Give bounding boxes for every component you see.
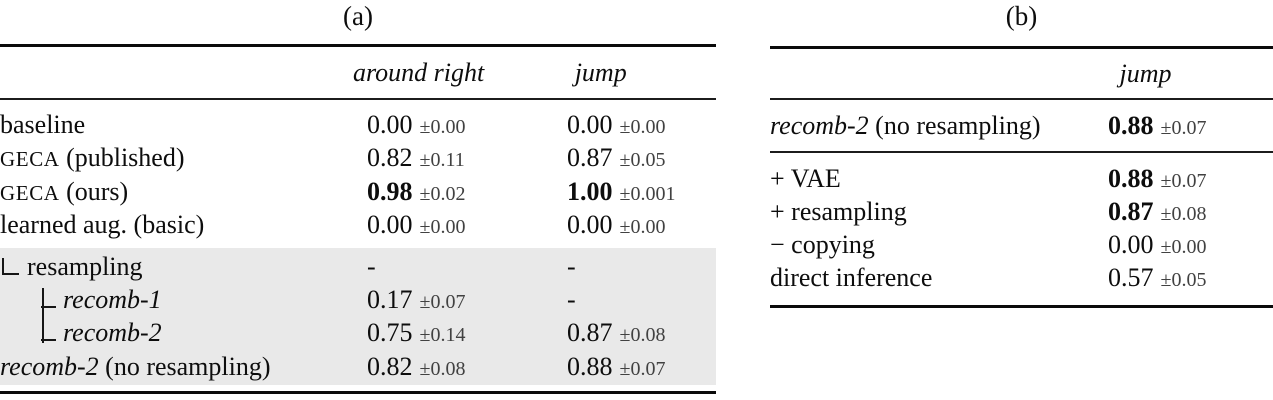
- table-a-bottom-rule: [0, 391, 716, 395]
- table-row: learned aug. (basic) 0.00 ±0.00 0.00 ±0.00: [0, 208, 716, 241]
- row-label: learned aug. (basic): [0, 210, 205, 240]
- table-row: recomb-2 (no resampling) 0.82 ±0.08 0.88 ±…: [0, 350, 716, 383]
- table-row: baseline 0.00 ±0.00 0.00 ±0.00: [0, 108, 716, 141]
- tree-corner-icon: [2, 257, 19, 275]
- row-label: direct inference: [770, 263, 933, 292]
- row-label: + resampling: [770, 197, 907, 226]
- table-a-header-rule: [0, 98, 716, 100]
- row-label: GECA (ours): [0, 176, 129, 206]
- table-a-top-rule: [0, 44, 716, 47]
- cell-jump: 0.87 ±0.08: [567, 318, 666, 348]
- cell-jump: -: [567, 251, 576, 281]
- table-a-body-top: baseline 0.00 ±0.00 0.00 ±0.00 GECA (publi…: [0, 100, 716, 248]
- row-label: baseline: [0, 110, 86, 139]
- cell-jump: 0.88 ±0.07: [1108, 111, 1207, 140]
- tree-vertical-line: [42, 287, 44, 343]
- table-a-shaded-section: resampling - - recomb-1 0.17 ±0.07 - reco…: [0, 247, 716, 386]
- table-b-header-row: jump: [770, 49, 1273, 98]
- table-b-top-rule: [770, 46, 1273, 49]
- table-row: recomb-2 0.75 ±0.14 0.87 ±0.08: [0, 316, 716, 349]
- table-b-header-spacer: [770, 49, 1084, 98]
- table-a: (a) around right jump baseline 0.00 ±0.00…: [0, 1, 716, 395]
- table-row: direct inference 0.57 ±0.05: [770, 261, 1273, 294]
- cell-jump: 0.87 ±0.05: [567, 143, 666, 173]
- cell-around-right: 0.17 ±0.07: [367, 284, 466, 314]
- table-row: recomb-1 0.17 ±0.07 -: [0, 283, 716, 316]
- row-label: recomb-2 (no resampling): [0, 351, 271, 381]
- row-label: recomb-2: [0, 316, 367, 349]
- cell-jump: 0.00 ±0.00: [567, 110, 666, 139]
- cell-jump: 1.00 ±0.001: [567, 176, 676, 206]
- tree-branch-icon: [41, 293, 56, 308]
- table-b-header-rule: [770, 98, 1273, 100]
- table-b-caption: (b): [1005, 1, 1038, 31]
- cell-jump: 0.57 ±0.05: [1108, 263, 1207, 292]
- cell-around-right: -: [367, 251, 376, 281]
- row-label: + VAE: [770, 164, 841, 193]
- cell-around-right: 0.82 ±0.11: [367, 143, 465, 173]
- cell-jump: 0.00 ±0.00: [567, 210, 666, 240]
- table-b-header-jump: jump: [1119, 59, 1172, 88]
- table-a-header-spacer: [0, 47, 348, 98]
- row-label: recomb-2 (no resampling): [770, 111, 1041, 140]
- table-row: + resampling 0.87 ±0.08: [770, 195, 1273, 228]
- table-a-header-around-right: around right: [353, 58, 485, 87]
- cell-jump: -: [567, 284, 576, 314]
- cell-jump: 0.87 ±0.08: [1108, 197, 1207, 226]
- table-b-mid-rule: [770, 151, 1273, 153]
- cell-around-right: 0.75 ±0.14: [367, 318, 466, 348]
- table-b-second-section: + VAE 0.88 ±0.07 + resampling 0.87 ±0.08 −…: [770, 153, 1273, 305]
- row-label: GECA (published): [0, 143, 185, 173]
- cell-around-right: 0.00 ±0.00: [367, 210, 466, 240]
- table-row: GECA (ours) 0.98 ±0.02 1.00 ±0.001: [0, 175, 716, 208]
- row-label: recomb-1: [0, 283, 367, 316]
- table-b-first-section: recomb-2 (no resampling) 0.88 ±0.07: [770, 100, 1273, 151]
- cell-jump: 0.88 ±0.07: [1108, 164, 1207, 193]
- table-row: + VAE 0.88 ±0.07: [770, 162, 1273, 195]
- row-label: − copying: [770, 230, 875, 259]
- table-a-header-jump: jump: [574, 58, 627, 87]
- cell-around-right: 0.98 ±0.02: [367, 176, 466, 206]
- table-row: recomb-2 (no resampling) 0.88 ±0.07: [770, 109, 1273, 142]
- table-row: − copying 0.00 ±0.00: [770, 228, 1273, 261]
- table-row: resampling - -: [0, 250, 716, 283]
- table-b-bottom-rule: [770, 305, 1273, 308]
- row-label: resampling: [0, 250, 367, 283]
- table-row: GECA (published) 0.82 ±0.11 0.87 ±0.05: [0, 141, 716, 174]
- table-a-header-row: around right jump: [0, 47, 716, 98]
- table-b: (b) jump recomb-2 (no resampling) 0.88 ±0…: [770, 0, 1273, 308]
- cell-around-right: 0.00 ±0.00: [367, 110, 466, 139]
- cell-jump: 0.88 ±0.07: [567, 351, 666, 381]
- cell-jump: 0.00 ±0.00: [1108, 230, 1207, 259]
- tree-corner-icon: [41, 326, 56, 342]
- table-a-caption: (a): [343, 1, 373, 31]
- cell-around-right: 0.82 ±0.08: [367, 351, 466, 381]
